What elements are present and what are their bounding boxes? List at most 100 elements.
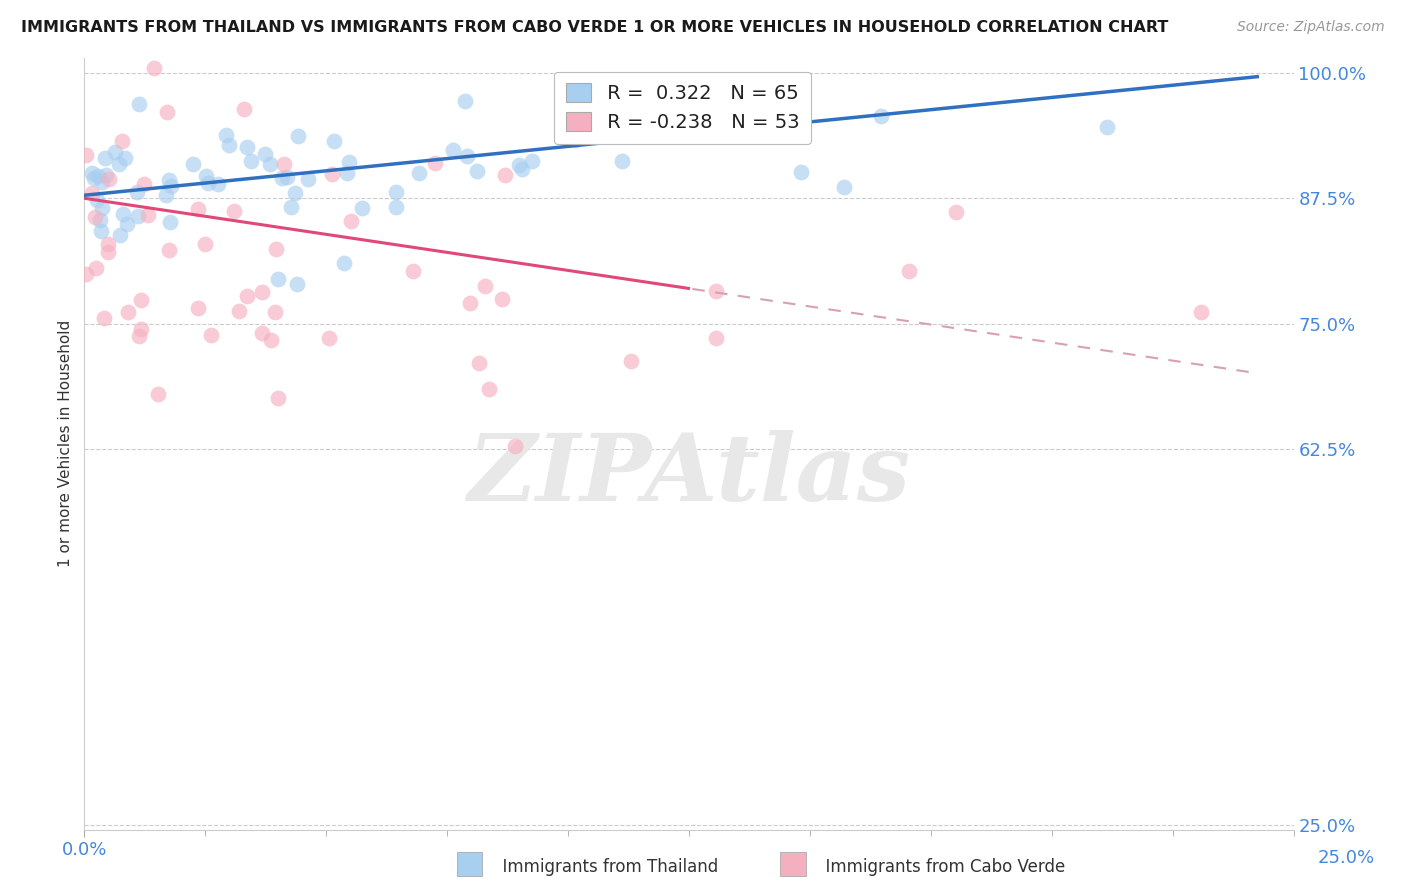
Point <box>94 168 117 182</box>
Point <box>128 329 150 343</box>
Point <box>97 172 120 186</box>
Point <box>94 151 117 165</box>
Point <box>187 301 209 316</box>
Point <box>125 185 148 199</box>
Point <box>236 289 259 303</box>
Point <box>273 157 295 171</box>
Text: ZIPAtlas: ZIPAtlas <box>467 430 911 520</box>
Point <box>207 178 229 192</box>
Point <box>228 304 250 318</box>
Point <box>233 102 256 116</box>
Point <box>215 128 238 142</box>
Point <box>224 203 246 218</box>
Point <box>267 272 290 286</box>
Point <box>75 267 97 281</box>
Point <box>1189 305 1212 319</box>
Point <box>197 176 219 190</box>
Point <box>86 193 108 207</box>
Point <box>138 208 160 222</box>
Point <box>704 285 727 299</box>
Point <box>352 201 374 215</box>
Point <box>945 205 967 219</box>
Point <box>321 167 343 181</box>
Legend:  R =  0.322   N = 65,  R = -0.238   N = 53: R = 0.322 N = 65, R = -0.238 N = 53 <box>554 71 811 144</box>
Point <box>474 279 496 293</box>
Point <box>252 285 274 300</box>
Point <box>114 151 136 165</box>
Point <box>456 149 478 163</box>
Point <box>260 333 283 347</box>
Point <box>127 209 149 223</box>
Point <box>384 186 406 200</box>
Point <box>337 155 360 169</box>
Text: 25.0%: 25.0% <box>1317 849 1375 867</box>
Point <box>236 140 259 154</box>
Point <box>110 134 132 148</box>
Point <box>194 236 217 251</box>
Point <box>333 256 356 270</box>
Point <box>832 179 855 194</box>
Point <box>510 162 533 177</box>
Y-axis label: 1 or more Vehicles in Household: 1 or more Vehicles in Household <box>58 320 73 567</box>
Point <box>318 331 340 345</box>
Point <box>340 214 363 228</box>
Point <box>89 213 111 227</box>
Point <box>491 292 513 306</box>
Point <box>620 354 643 368</box>
Point <box>155 187 177 202</box>
Point <box>478 382 501 396</box>
Point <box>284 186 307 200</box>
Point <box>443 143 465 157</box>
Point <box>240 154 263 169</box>
Point <box>90 201 112 215</box>
Point <box>254 146 277 161</box>
Point <box>143 61 166 75</box>
Point <box>1097 120 1119 135</box>
Point <box>276 170 298 185</box>
Point <box>898 264 921 278</box>
Point <box>84 261 107 276</box>
Point <box>195 169 218 183</box>
Point <box>159 215 181 229</box>
Point <box>264 305 287 319</box>
Point <box>146 386 169 401</box>
Point <box>520 154 543 169</box>
Point <box>97 236 120 251</box>
Point <box>160 179 183 194</box>
Point <box>250 326 273 340</box>
Point <box>87 169 110 183</box>
Point <box>80 186 103 200</box>
Point <box>218 138 240 153</box>
Point <box>115 218 138 232</box>
Point <box>108 228 131 243</box>
Text: Immigrants from Cabo Verde: Immigrants from Cabo Verde <box>815 858 1066 876</box>
Point <box>187 202 209 217</box>
Point <box>111 206 134 220</box>
Point <box>454 94 477 108</box>
Point <box>131 322 153 336</box>
Text: Immigrants from Thailand: Immigrants from Thailand <box>492 858 718 876</box>
Point <box>200 328 222 343</box>
Point <box>107 157 129 171</box>
Point <box>323 134 346 148</box>
Point <box>706 331 728 345</box>
Point <box>134 178 156 192</box>
Point <box>564 132 586 146</box>
Point <box>790 165 813 179</box>
Point <box>90 224 112 238</box>
Point <box>83 171 105 186</box>
Point <box>156 104 179 119</box>
Point <box>468 356 491 370</box>
Point <box>157 243 180 257</box>
Point <box>280 200 302 214</box>
Point <box>259 157 281 171</box>
Point <box>90 175 112 189</box>
Point <box>287 129 309 144</box>
Point <box>93 311 115 326</box>
Point <box>494 168 516 182</box>
Point <box>503 439 526 453</box>
Point <box>266 242 288 256</box>
Point <box>401 264 423 278</box>
Point <box>612 154 634 169</box>
Point <box>385 200 408 214</box>
